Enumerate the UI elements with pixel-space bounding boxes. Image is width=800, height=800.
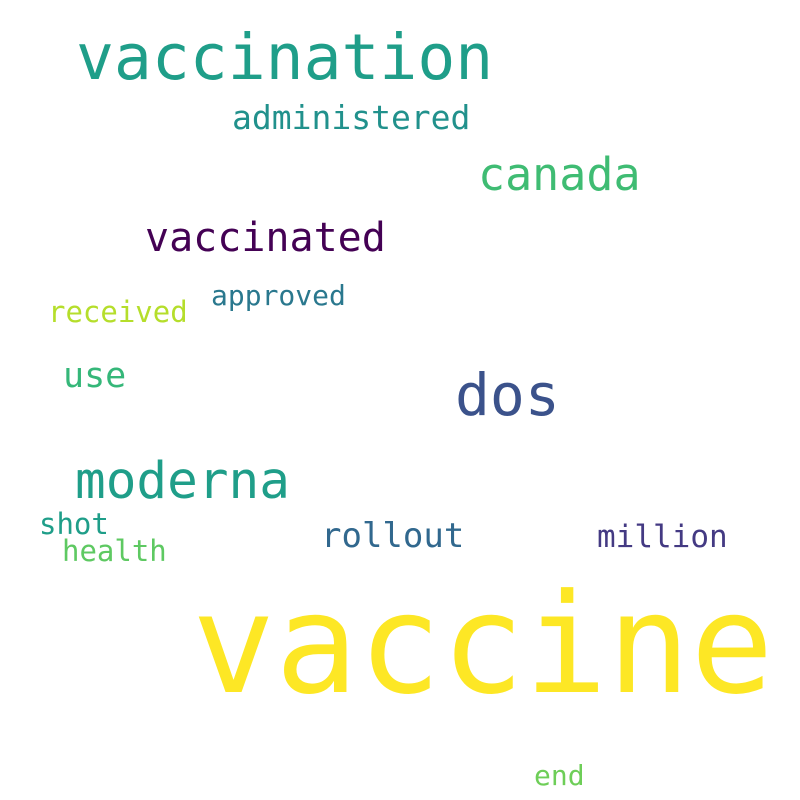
word-use: use [63,356,127,396]
word-approved: approved [211,279,346,312]
word-administered: administered [232,98,471,137]
word-health: health [62,534,167,568]
word-received: received [48,295,188,329]
word-moderna: moderna [75,452,290,511]
word-shot: shot [39,507,109,541]
word-dos: dos [455,361,560,429]
word-vaccinated: vaccinated [145,215,386,261]
word-vaccination: vaccination [76,21,494,94]
word-million: million [597,519,728,555]
word-vaccine: vaccine [192,564,774,725]
word-canada: canada [478,148,641,201]
word-rollout: rollout [321,516,465,556]
word-end: end [534,759,585,792]
